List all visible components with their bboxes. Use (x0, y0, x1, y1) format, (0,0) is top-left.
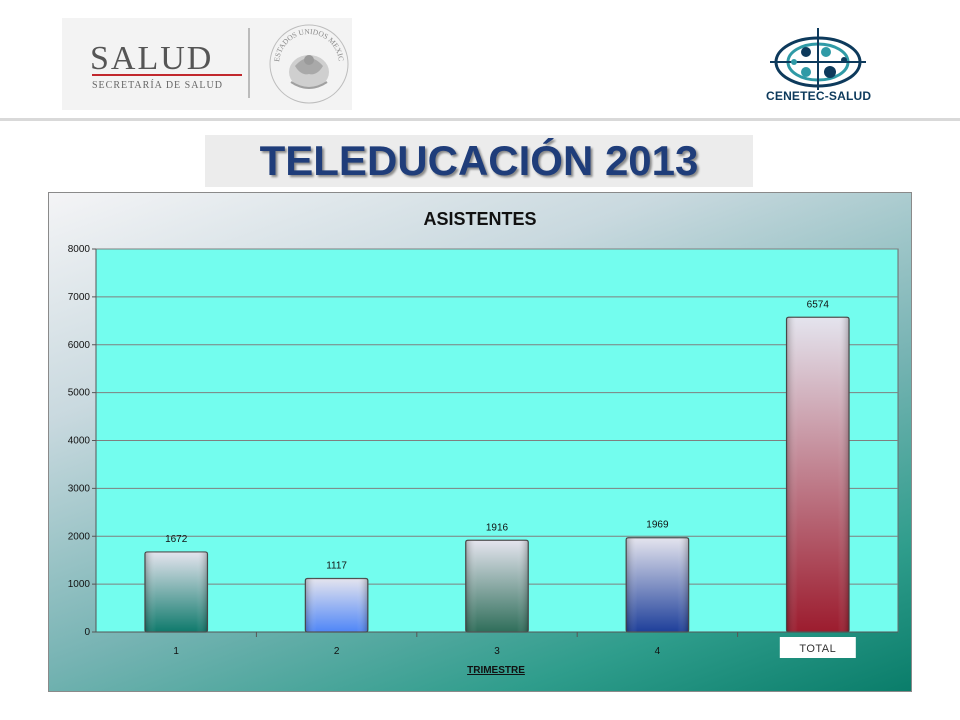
data-label: 1117 (326, 561, 347, 572)
x-tick-label: 4 (655, 646, 661, 657)
mexico-seal-icon: ESTADOS UNIDOS MEXICANOS (267, 22, 351, 106)
bar-shading (786, 317, 850, 632)
y-tick-label: 2000 (68, 531, 91, 542)
bar-shading (305, 578, 368, 632)
y-tick-label: 7000 (68, 292, 91, 303)
header-divider (0, 118, 960, 121)
cenetec-emblem-icon (770, 28, 866, 90)
x-axis-title: TRIMESTRE (467, 665, 525, 676)
page-title: TELEDUCACIÓN 2013 (259, 137, 699, 184)
salud-logo-underline (92, 74, 242, 76)
x-tick-label: 2 (334, 646, 340, 657)
bar-shading (144, 551, 208, 632)
data-label: 1916 (486, 522, 509, 533)
y-tick-label: 6000 (68, 340, 91, 351)
x-tick-label: TOTAL (799, 643, 836, 655)
cenetec-logo: CENETEC-SALUD (760, 22, 880, 112)
salud-logo-subtext: SECRETARÍA DE SALUD (92, 80, 223, 91)
chart-container: ASISTENTES 0 1000 2000 3000 4000 5000 6000 7000… (48, 192, 912, 692)
title-banner (205, 135, 753, 187)
y-tick-label: 0 (84, 627, 90, 638)
y-tick-label: 3000 (68, 483, 91, 494)
x-tick-label-box (779, 637, 856, 658)
salud-logo-text: SALUD (90, 40, 214, 77)
bars: 1672 1117 1916 1969 6574 (144, 299, 850, 633)
salud-logo: SALUD SECRETARÍA DE SALUD ESTADOS UNIDOS… (62, 18, 352, 110)
slide-header: SALUD SECRETARÍA DE SALUD ESTADOS UNIDOS… (0, 0, 960, 118)
data-label: 6574 (807, 299, 830, 310)
chart-title: ASISTENTES (423, 209, 536, 229)
x-tick-label: 1 (173, 646, 179, 657)
bar-shading (465, 540, 529, 632)
y-tick-label: 8000 (68, 244, 91, 255)
x-tick-label: 3 (494, 646, 500, 657)
y-tick-label: 1000 (68, 579, 91, 590)
x-axis: 1 2 3 4 TOTAL (96, 631, 898, 658)
logo-divider (248, 28, 250, 98)
bar-shading (626, 537, 689, 632)
data-label: 1969 (646, 520, 669, 531)
data-label: 1672 (165, 534, 188, 545)
bar-chart: ASISTENTES 0 1000 2000 3000 4000 5000 6000 7000… (68, 209, 899, 676)
y-tick-label: 5000 (68, 388, 91, 399)
y-tick-label: 4000 (68, 436, 91, 447)
cenetec-logo-text: CENETEC-SALUD (766, 89, 872, 103)
y-axis: 0 1000 2000 3000 4000 5000 6000 7000 8000 (68, 244, 97, 638)
